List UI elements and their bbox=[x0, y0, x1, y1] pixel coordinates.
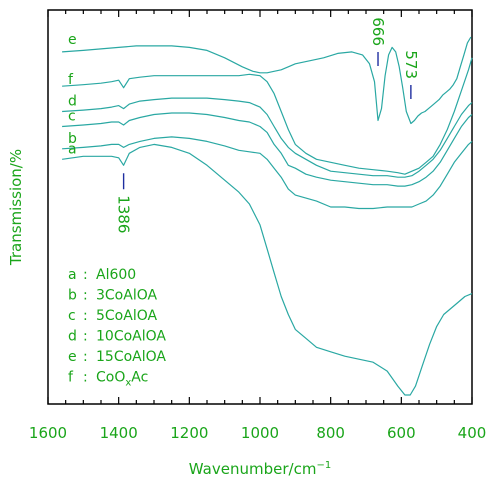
series-line-e bbox=[62, 36, 472, 125]
legend-name-c: 5CoAlOA bbox=[96, 308, 157, 324]
x-tick-label: 1400 bbox=[100, 424, 138, 442]
trace-label-f: f bbox=[68, 72, 74, 88]
x-tick-label: 1600 bbox=[29, 424, 67, 442]
legend-key-d: d bbox=[68, 329, 77, 345]
legend-subscript: x bbox=[125, 378, 131, 389]
x-tick-label: 400 bbox=[458, 424, 487, 442]
legend-name-a: Al600 bbox=[96, 267, 136, 283]
marker-label-1386: 1386 bbox=[115, 195, 133, 233]
x-axis-title: Wavenumber/cm−1 bbox=[189, 460, 331, 478]
legend-name-f: CoOxAc bbox=[96, 370, 148, 389]
x-tick-label: 600 bbox=[387, 424, 416, 442]
legend-separator: : bbox=[83, 370, 88, 386]
series-line-d bbox=[62, 97, 473, 178]
legend-key-c: c bbox=[68, 308, 76, 324]
trace-label-e: e bbox=[68, 32, 77, 48]
series-line-c bbox=[62, 112, 473, 187]
legend-key-a: a bbox=[68, 267, 77, 283]
legend-name-d: 10CoAlOA bbox=[96, 329, 166, 345]
legend-separator: : bbox=[83, 267, 88, 283]
legend: a: Al600b:3CoAlOAc:5CoAlOAd:10CoAlOAe:15C… bbox=[68, 267, 166, 389]
trace-label-c: c bbox=[68, 108, 76, 124]
legend-separator: : bbox=[83, 329, 88, 345]
x-tick-label: 800 bbox=[316, 424, 345, 442]
legend-key-b: b bbox=[68, 288, 77, 304]
trace-label-a: a bbox=[68, 141, 77, 157]
legend-key-e: e bbox=[68, 349, 77, 365]
legend-name-e: 15CoAlOA bbox=[96, 349, 166, 365]
legend-name-b: 3CoAlOA bbox=[96, 288, 157, 304]
x-axis-ticks bbox=[47, 10, 473, 404]
legend-suffix: Ac bbox=[131, 370, 148, 386]
series-line-b bbox=[62, 136, 473, 210]
x-tick-label: 1000 bbox=[241, 424, 279, 442]
x-axis-tick-labels: 1600 1400 1200 1000 800 600 400 bbox=[29, 424, 486, 442]
legend-key-f: f bbox=[68, 370, 74, 386]
marker-label-666: 666 bbox=[369, 17, 387, 46]
x-tick-label: 1200 bbox=[170, 424, 208, 442]
series-line-a bbox=[62, 143, 473, 396]
trace-label-d: d bbox=[68, 94, 77, 110]
series-line-f bbox=[62, 57, 473, 175]
legend-separator: : bbox=[83, 349, 88, 365]
marker-layer: 1386 666 573 bbox=[115, 17, 420, 233]
y-axis-title: Transmission/% bbox=[7, 149, 25, 266]
series-layer bbox=[62, 36, 473, 396]
marker-label-573: 573 bbox=[402, 50, 420, 79]
legend-separator: : bbox=[83, 288, 88, 304]
trace-label-b: b bbox=[68, 131, 77, 147]
legend-separator: : bbox=[83, 308, 88, 324]
